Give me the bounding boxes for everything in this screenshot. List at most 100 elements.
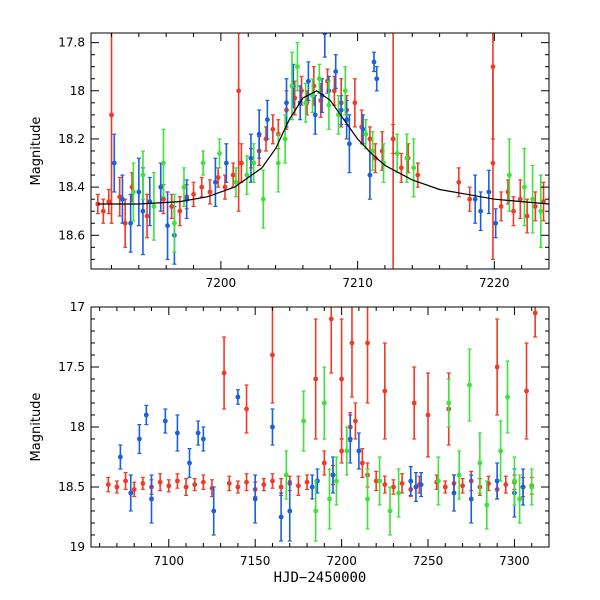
bottom-blue-point: [451, 474, 457, 512]
top-blue-marker: [312, 112, 318, 118]
top-blue-marker: [305, 78, 311, 84]
bottom-red-marker: [382, 482, 388, 487]
bottom-green-point: [301, 390, 306, 452]
top-green-marker: [342, 88, 348, 94]
top-red-marker: [191, 191, 196, 197]
bottom-blue-marker: [128, 490, 134, 496]
top-green-point: [171, 193, 177, 253]
top-y-axis-title: Magnitude: [29, 117, 44, 186]
bottom-red-point: [399, 473, 405, 494]
top-red-point: [498, 191, 504, 222]
bottom-red-marker: [192, 482, 198, 487]
top-red-marker: [541, 199, 546, 204]
bottom-red-point: [373, 470, 379, 492]
top-red-point: [169, 193, 175, 220]
bottom-red-marker: [359, 460, 365, 466]
bottom-red-marker: [261, 482, 267, 487]
top-green-point: [370, 131, 376, 171]
bottom-red-marker: [114, 484, 120, 490]
bottom-red-point: [494, 318, 500, 416]
bottom-red-marker: [244, 479, 249, 485]
bottom-green-marker: [321, 400, 327, 406]
top-red-marker: [467, 196, 473, 202]
bottom-blue-point: [418, 472, 424, 498]
top-red-marker: [169, 203, 175, 209]
top-red-marker: [390, 136, 396, 142]
top-blue-marker: [111, 160, 117, 166]
top-red-marker: [372, 155, 378, 161]
bottom-red-marker: [200, 479, 206, 485]
top-blue-marker: [338, 107, 344, 113]
bottom-red-marker: [339, 376, 345, 382]
bottom-red-point: [382, 475, 388, 494]
bottom-red-marker: [373, 478, 379, 484]
bottom-blue-marker: [235, 394, 241, 400]
top-red-marker: [106, 199, 112, 204]
top-red-point: [367, 126, 373, 152]
top-green-marker: [200, 160, 206, 166]
bottom-axis-ticks: 7100 7150 7200 7250 7300 17 17.5 18 18.5 19: [58, 300, 550, 568]
top-blue-marker: [322, 33, 328, 36]
top-blue-marker: [284, 100, 289, 106]
bottom-green-point: [512, 456, 517, 506]
bottom-green-marker: [387, 508, 393, 514]
bottom-blue-marker: [149, 496, 154, 502]
bottom-x-axis-title: HJD−2450000: [274, 570, 367, 586]
top-green-marker: [394, 151, 400, 156]
bottom-red-point: [328, 307, 334, 374]
top-red-marker: [238, 160, 244, 166]
bottom-red-marker: [166, 483, 172, 489]
bottom-red-marker: [221, 370, 227, 376]
top-red-point: [415, 162, 421, 188]
top-blue-point: [136, 157, 142, 227]
bottom-red-point: [270, 307, 275, 404]
bottom-blue-marker: [278, 514, 284, 520]
top-blue-point: [256, 109, 262, 159]
top-green-marker: [161, 160, 166, 166]
bottom-red-point: [460, 478, 465, 494]
top-blue-marker: [367, 172, 373, 178]
top-green-marker: [217, 151, 222, 156]
top-blue-point: [338, 95, 344, 126]
bottom-red-point: [123, 472, 128, 490]
bottom-red-marker: [131, 487, 137, 492]
top-red-point: [199, 176, 205, 198]
top-blue-marker: [374, 76, 380, 82]
bottom-red-point: [235, 480, 241, 494]
bottom-red-point: [140, 476, 146, 490]
bottom-red-point: [157, 473, 163, 492]
bottom-red-marker: [399, 481, 405, 486]
top-red-marker: [524, 213, 530, 219]
top-blue-point: [367, 150, 373, 200]
top-green-marker: [289, 83, 295, 89]
top-red-marker: [122, 220, 128, 226]
x-tick-label: 7300: [499, 554, 530, 568]
top-blue-point: [493, 208, 499, 239]
top-green-marker: [316, 76, 322, 82]
top-red-marker: [517, 196, 523, 202]
bottom-red-marker: [411, 400, 417, 406]
bottom-blue-marker: [211, 508, 217, 514]
top-red-point: [100, 198, 106, 224]
bottom-blue-point: [347, 414, 353, 464]
bottom-red-point: [321, 450, 327, 476]
top-blue-marker: [213, 179, 218, 185]
top-red-marker: [511, 208, 516, 214]
top-blue-marker: [371, 59, 377, 65]
bottom-blue-point: [252, 474, 258, 524]
top-blue-point: [374, 66, 380, 92]
top-green-marker: [233, 179, 239, 185]
bottom-red-point: [349, 307, 355, 398]
bottom-red-point: [304, 474, 310, 490]
bottom-red-point: [200, 474, 206, 490]
bottom-red-point: [131, 481, 137, 498]
bottom-blue-point: [356, 432, 362, 470]
top-blue-point: [213, 157, 218, 207]
top-blue-marker: [472, 196, 478, 202]
bottom-red-point: [114, 480, 120, 494]
bottom-green-point: [321, 366, 327, 440]
bottom-blue-point: [270, 408, 275, 446]
top-red-point: [532, 191, 538, 222]
top-blue-point: [264, 99, 270, 140]
